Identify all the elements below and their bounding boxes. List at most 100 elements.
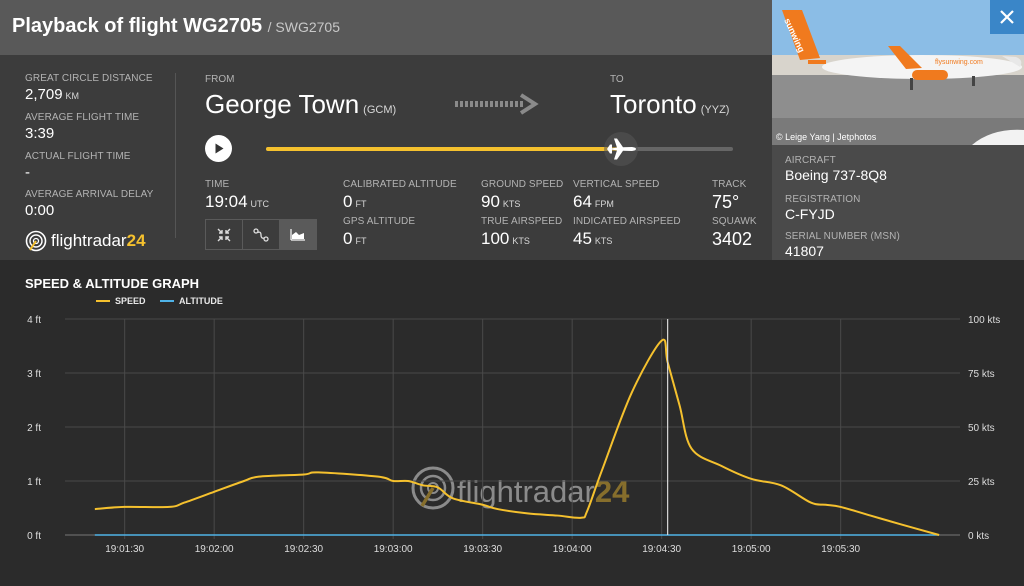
stat-value: 0:00 bbox=[25, 202, 55, 219]
x-tick-label: 19:04:00 bbox=[553, 544, 592, 555]
metric-value: 0 FT bbox=[343, 229, 367, 248]
route-icon bbox=[253, 227, 269, 242]
callsign: / SWG2705 bbox=[267, 19, 341, 35]
registration-label: REGISTRATION bbox=[785, 194, 861, 205]
metric-ground-speed: GROUND SPEED 90 KTS bbox=[481, 179, 563, 212]
airplane-icon[interactable] bbox=[603, 131, 639, 167]
legend-altitude[interactable]: ALTITUDE bbox=[160, 296, 223, 306]
x-tick-label: 19:05:30 bbox=[821, 544, 860, 555]
speed-line bbox=[94, 338, 940, 536]
metric-true-airspeed: TRUE AIRSPEED 100 KTS bbox=[481, 216, 562, 249]
flight-info-panel: GREAT CIRCLE DISTANCE 2,709 KM AVERAGE FL… bbox=[0, 55, 772, 260]
metric-label: GROUND SPEED bbox=[481, 179, 564, 190]
metric-track: TRACK 75° bbox=[712, 179, 746, 213]
x-tick-label: 19:04:30 bbox=[642, 544, 681, 555]
stat-label: ACTUAL FLIGHT TIME bbox=[25, 151, 131, 162]
page-title: Playback of flight WG2705 / SWG2705 bbox=[12, 15, 340, 38]
aircraft-type: AIRCRAFT Boeing 737-8Q8 bbox=[785, 155, 887, 183]
stat-label: AVERAGE FLIGHT TIME bbox=[25, 112, 140, 123]
msn-label: SERIAL NUMBER (MSN) bbox=[785, 231, 900, 242]
divider bbox=[175, 73, 176, 238]
aircraft-photo[interactable]: flysunwing.com sunwing © Leige Yang | Je… bbox=[772, 0, 1024, 145]
aircraft-panel: AIRCRAFT Boeing 737-8Q8 REGISTRATION C-F… bbox=[772, 145, 1024, 260]
metric-value: 75° bbox=[712, 192, 740, 212]
area-chart-icon bbox=[290, 229, 305, 241]
metric-label: VERTICAL SPEED bbox=[573, 179, 660, 190]
y-right-tick-label: 25 kts bbox=[968, 477, 995, 488]
view-mode-toggle bbox=[205, 219, 317, 250]
stat-avg-flight-time: AVERAGE FLIGHT TIME 3:39 bbox=[25, 112, 139, 142]
metric-label: GPS ALTITUDE bbox=[343, 216, 416, 227]
from-label: FROM bbox=[205, 74, 235, 85]
metric-time: TIME 19:04 UTC bbox=[205, 179, 269, 212]
metric-vertical-speed: VERTICAL SPEED 64 FPM bbox=[573, 179, 659, 212]
stat-value: 2,709 KM bbox=[25, 86, 80, 103]
speed-altitude-chart[interactable]: flightradar24 0 ft 1 ft 2 ft 3 ft 4 ft 0 kts 2… bbox=[0, 300, 1024, 586]
metric-squawk: SQUAWK 3402 bbox=[712, 216, 757, 250]
x-tick-label: 19:03:00 bbox=[374, 544, 413, 555]
y-left-tick-label: 3 ft bbox=[27, 369, 41, 380]
stat-value: - bbox=[25, 164, 30, 181]
metric-indicated-airspeed: INDICATED AIRSPEED 45 KTS bbox=[573, 216, 681, 249]
to-label: TO bbox=[610, 74, 624, 85]
logo-text: flightradar24 bbox=[51, 231, 146, 250]
radar-icon bbox=[25, 230, 47, 252]
y-right-tick-label: 0 kts bbox=[968, 531, 989, 542]
metric-value: 45 KTS bbox=[573, 229, 613, 248]
close-icon bbox=[1000, 10, 1014, 24]
close-button[interactable] bbox=[990, 0, 1024, 34]
play-icon bbox=[215, 143, 224, 154]
metric-label: SQUAWK bbox=[712, 216, 757, 227]
svg-text:flysunwing.com: flysunwing.com bbox=[935, 59, 983, 66]
title-bar: Playback of flight WG2705 / SWG2705 bbox=[0, 0, 772, 55]
y-left-tick-label: 0 ft bbox=[27, 531, 41, 542]
photo-credit[interactable]: © Leige Yang | Jetphotos bbox=[776, 132, 877, 142]
y-left-tick-label: 1 ft bbox=[27, 477, 41, 488]
metric-value: 3402 bbox=[712, 229, 753, 249]
stat-value: 3:39 bbox=[25, 125, 55, 142]
x-tick-label: 19:05:00 bbox=[732, 544, 771, 555]
x-tick-label: 19:03:30 bbox=[463, 544, 502, 555]
y-right-tick-label: 100 kts bbox=[968, 315, 1000, 326]
x-tick-label: 19:01:30 bbox=[105, 544, 144, 555]
stat-label: AVERAGE ARRIVAL DELAY bbox=[25, 189, 154, 200]
msn-value: 41807 bbox=[785, 243, 824, 259]
registration-value: C-FYJD bbox=[785, 206, 835, 222]
y-right-tick-label: 50 kts bbox=[968, 423, 995, 434]
airplane-photo: flysunwing.com sunwing bbox=[772, 0, 1024, 145]
route-view-button[interactable] bbox=[243, 220, 280, 249]
stat-arrival-delay: AVERAGE ARRIVAL DELAY 0:00 bbox=[25, 189, 153, 219]
metric-label: TIME bbox=[205, 179, 230, 190]
legend-speed[interactable]: SPEED bbox=[96, 296, 146, 306]
graph-title: SPEED & ALTITUDE GRAPH bbox=[25, 276, 200, 291]
flight-title: Playback of flight WG2705 bbox=[12, 15, 263, 37]
destination-city: Toronto (YYZ) bbox=[610, 89, 730, 119]
arrow-right-icon bbox=[455, 93, 539, 115]
stat-label: GREAT CIRCLE DISTANCE bbox=[25, 73, 153, 84]
play-button[interactable] bbox=[205, 135, 232, 162]
metric-value: 64 FPM bbox=[573, 192, 614, 211]
fit-view-button[interactable] bbox=[206, 220, 243, 249]
stat-distance: GREAT CIRCLE DISTANCE 2,709 KM bbox=[25, 73, 153, 103]
y-left-tick-label: 4 ft bbox=[27, 315, 41, 326]
graph-view-button[interactable] bbox=[280, 220, 316, 249]
flightradar24-watermark: flightradar24 bbox=[411, 466, 630, 510]
metric-label: INDICATED AIRSPEED bbox=[573, 216, 681, 227]
flightradar24-logo: flightradar24 bbox=[25, 230, 146, 252]
collapse-arrows-icon bbox=[217, 228, 231, 241]
aircraft-msn: SERIAL NUMBER (MSN) 41807 bbox=[785, 231, 900, 259]
metric-gps-altitude: GPS ALTITUDE 0 FT bbox=[343, 216, 415, 249]
playback-progress[interactable] bbox=[266, 147, 733, 151]
aircraft-label: AIRCRAFT bbox=[785, 155, 836, 166]
metric-calibrated-altitude: CALIBRATED ALTITUDE 0 FT bbox=[343, 179, 457, 212]
y-left-tick-label: 2 ft bbox=[27, 423, 41, 434]
origin-city: George Town (GCM) bbox=[205, 89, 397, 119]
x-tick-label: 19:02:30 bbox=[284, 544, 323, 555]
aircraft-value: Boeing 737-8Q8 bbox=[785, 167, 887, 183]
metric-value: 19:04 UTC bbox=[205, 192, 270, 211]
metric-label: CALIBRATED ALTITUDE bbox=[343, 179, 457, 190]
aircraft-registration: REGISTRATION C-FYJD bbox=[785, 194, 860, 222]
x-tick-label: 19:02:00 bbox=[195, 544, 234, 555]
y-right-tick-label: 75 kts bbox=[968, 369, 995, 380]
metric-label: TRUE AIRSPEED bbox=[481, 216, 563, 227]
